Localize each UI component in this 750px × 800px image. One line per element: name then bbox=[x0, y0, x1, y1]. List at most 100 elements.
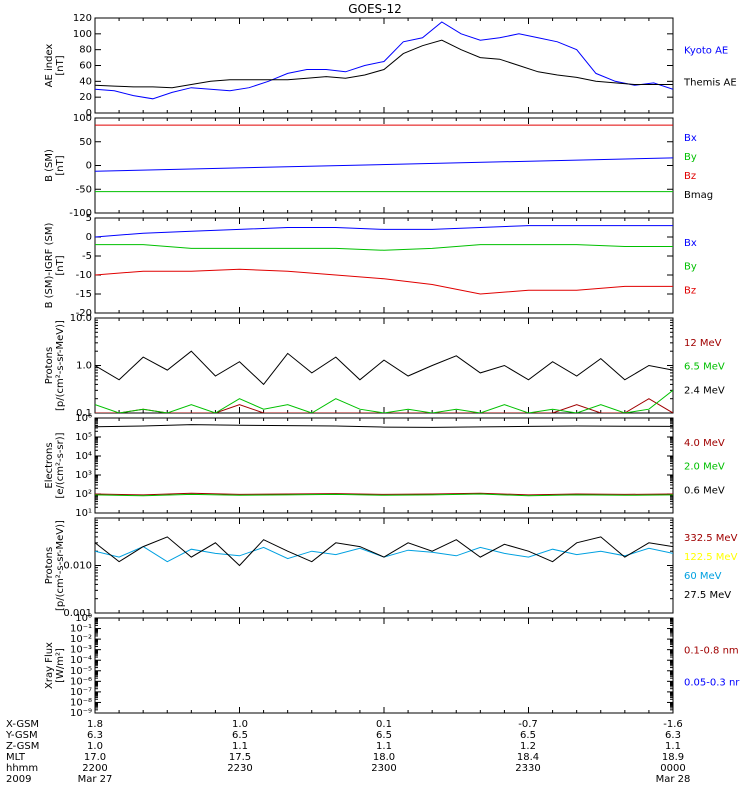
footer-row-label: Z-GSM bbox=[6, 741, 39, 752]
y-tick-label: 40 bbox=[79, 76, 92, 87]
legend-label: By bbox=[684, 152, 697, 163]
legend-label: 60 MeV bbox=[684, 571, 722, 582]
legend-label: By bbox=[684, 262, 697, 273]
footer-row-label: Y-GSM bbox=[5, 730, 38, 741]
series-line-2-4-mev bbox=[95, 350, 673, 386]
series-line-12-mev bbox=[95, 398, 673, 413]
footer-value: 2200 bbox=[82, 763, 107, 774]
y-tick-label: 80 bbox=[79, 45, 92, 56]
footer-value: -0.7 bbox=[518, 719, 538, 730]
y-tick-label: 0 bbox=[86, 232, 92, 243]
y-axis-label: [nT] bbox=[55, 255, 66, 275]
series-line-bz bbox=[95, 268, 673, 295]
y-tick-label: 10⁻⁵ bbox=[70, 666, 92, 677]
footer-value: 18.0 bbox=[373, 752, 395, 763]
y-tick-label: 10⁴ bbox=[75, 451, 92, 462]
y-axis-label: [p/(cm²-s-sr-MeV)] bbox=[55, 520, 66, 611]
legend-label: Bz bbox=[684, 171, 696, 182]
legend-label: 332.5 MeV bbox=[684, 533, 738, 544]
panel-frame bbox=[94, 117, 674, 214]
y-tick-label: 10⁻⁶ bbox=[70, 676, 92, 687]
y-tick-label: 0.001 bbox=[63, 608, 92, 619]
footer-value: 6.5 bbox=[376, 730, 392, 741]
series-line-2-0-mev bbox=[95, 493, 673, 497]
panel-bigrf: -20 -15 -10 -5 0 5 B (SM)-IGRF (SM) [nT] Bx By Bz bbox=[44, 213, 697, 319]
legend-label: 2.4 MeV bbox=[684, 385, 725, 396]
y-axis-label: Xray Flux bbox=[44, 642, 55, 689]
series-line-by bbox=[95, 244, 673, 251]
footer-value: 6.5 bbox=[232, 730, 248, 741]
y-tick-label: 10³ bbox=[75, 470, 92, 481]
footer-value: 1.1 bbox=[232, 741, 248, 752]
footer-value: 1.1 bbox=[665, 741, 681, 752]
y-tick-label: 100 bbox=[73, 113, 92, 124]
legend-label: 2.0 MeV bbox=[684, 462, 725, 473]
y-tick-label: 10⁶ bbox=[75, 413, 92, 424]
footer-value: 1.0 bbox=[87, 741, 103, 752]
y-tick-label: 0 bbox=[86, 161, 92, 172]
series-line-kyoto-ae bbox=[95, 21, 673, 100]
legend-label: 0.05-0.3 nr bbox=[684, 677, 740, 688]
series-line-bx bbox=[95, 225, 673, 238]
y-tick-label: -5 bbox=[82, 251, 92, 262]
y-tick-label: 0.010 bbox=[63, 561, 92, 572]
legend-label: 0.6 MeV bbox=[684, 485, 725, 496]
panel-frame bbox=[94, 617, 674, 714]
footer-value: -1.6 bbox=[663, 719, 683, 730]
series-line-27-5-mev bbox=[95, 536, 673, 567]
y-tick-label: 5 bbox=[86, 213, 92, 224]
series-line-6-5-mev bbox=[95, 389, 673, 413]
legend-label: 27.5 MeV bbox=[684, 590, 731, 601]
footer-value: 2300 bbox=[371, 763, 396, 774]
y-tick-label: 0.1 bbox=[76, 408, 92, 419]
footer-row-label: MLT bbox=[6, 752, 26, 763]
footer-row-label: hhmm bbox=[6, 763, 38, 774]
y-tick-label: 10² bbox=[75, 489, 92, 500]
y-tick-label: 20 bbox=[79, 92, 92, 103]
y-tick-label: 10⁵ bbox=[75, 432, 92, 443]
legend-label: Bmag bbox=[684, 190, 713, 201]
footer-value: 6.3 bbox=[665, 730, 681, 741]
footer-value: Mar 28 bbox=[656, 774, 691, 785]
legend-label: 12 MeV bbox=[684, 338, 722, 349]
y-tick-label: -10 bbox=[76, 270, 92, 281]
chart-title: GOES-12 bbox=[348, 2, 402, 16]
panel-protons_high: 0.001 0.010 Protons [p/(cm²-s-sr-MeV)] 332.5… bbox=[44, 517, 738, 619]
panel-frame bbox=[94, 17, 674, 114]
footer-value: Mar 27 bbox=[78, 774, 113, 785]
y-axis-label: Electrons bbox=[44, 442, 55, 488]
panel-frame bbox=[94, 517, 674, 614]
legend-label: Themis AE bbox=[683, 77, 737, 88]
y-tick-label: -20 bbox=[76, 308, 92, 319]
y-tick-label: 10⁻⁹ bbox=[70, 708, 92, 719]
y-tick-label: -100 bbox=[69, 208, 92, 219]
y-tick-label: -50 bbox=[76, 184, 92, 195]
legend-label: Bx bbox=[684, 238, 697, 249]
legend-label: Bz bbox=[684, 285, 696, 296]
footer-value: 6.3 bbox=[87, 730, 103, 741]
y-tick-label: 10⁻² bbox=[70, 634, 92, 645]
panel-bsm: -100 -50 0 50 100 B (SM) [nT] Bx By Bz Bmag bbox=[44, 113, 713, 219]
y-tick-label: 50 bbox=[79, 137, 92, 148]
panel-ae: 0 20 40 60 80 100 120 AE index [nT] Kyoto AE Themi… bbox=[44, 13, 737, 119]
panel-electrons: 10¹ 10² 10³ 10⁴ 10⁵ 10⁶ Electrons [e/(cm²-s-sr)… bbox=[44, 413, 725, 519]
legend-label: 6.5 MeV bbox=[684, 362, 725, 373]
footer-value: 17.5 bbox=[229, 752, 251, 763]
panel-protons_low: 0.1 1.0 10.0 Protons [p/(cm²-s-sr-MeV)] 12 Me… bbox=[44, 313, 725, 419]
y-tick-label: 10⁻⁷ bbox=[70, 687, 92, 698]
footer-value: 2230 bbox=[227, 763, 252, 774]
legend-label: Kyoto AE bbox=[684, 46, 728, 57]
y-tick-label: 120 bbox=[73, 13, 92, 24]
footer-value: 18.4 bbox=[517, 752, 539, 763]
y-axis-label: [nT] bbox=[55, 55, 66, 75]
chart-footer: X-GSMY-GSMZ-GSMMLThhmm20091.86.31.017.02… bbox=[5, 719, 690, 785]
footer-value: 0.1 bbox=[376, 719, 392, 730]
y-axis-label: Protons bbox=[44, 547, 55, 584]
y-axis-label: [e/(cm²-s-sr)] bbox=[55, 432, 66, 498]
y-tick-label: 100 bbox=[73, 29, 92, 40]
y-axis-label: AE index bbox=[44, 44, 55, 88]
panel-frame bbox=[94, 317, 674, 414]
footer-value: 2330 bbox=[515, 763, 540, 774]
